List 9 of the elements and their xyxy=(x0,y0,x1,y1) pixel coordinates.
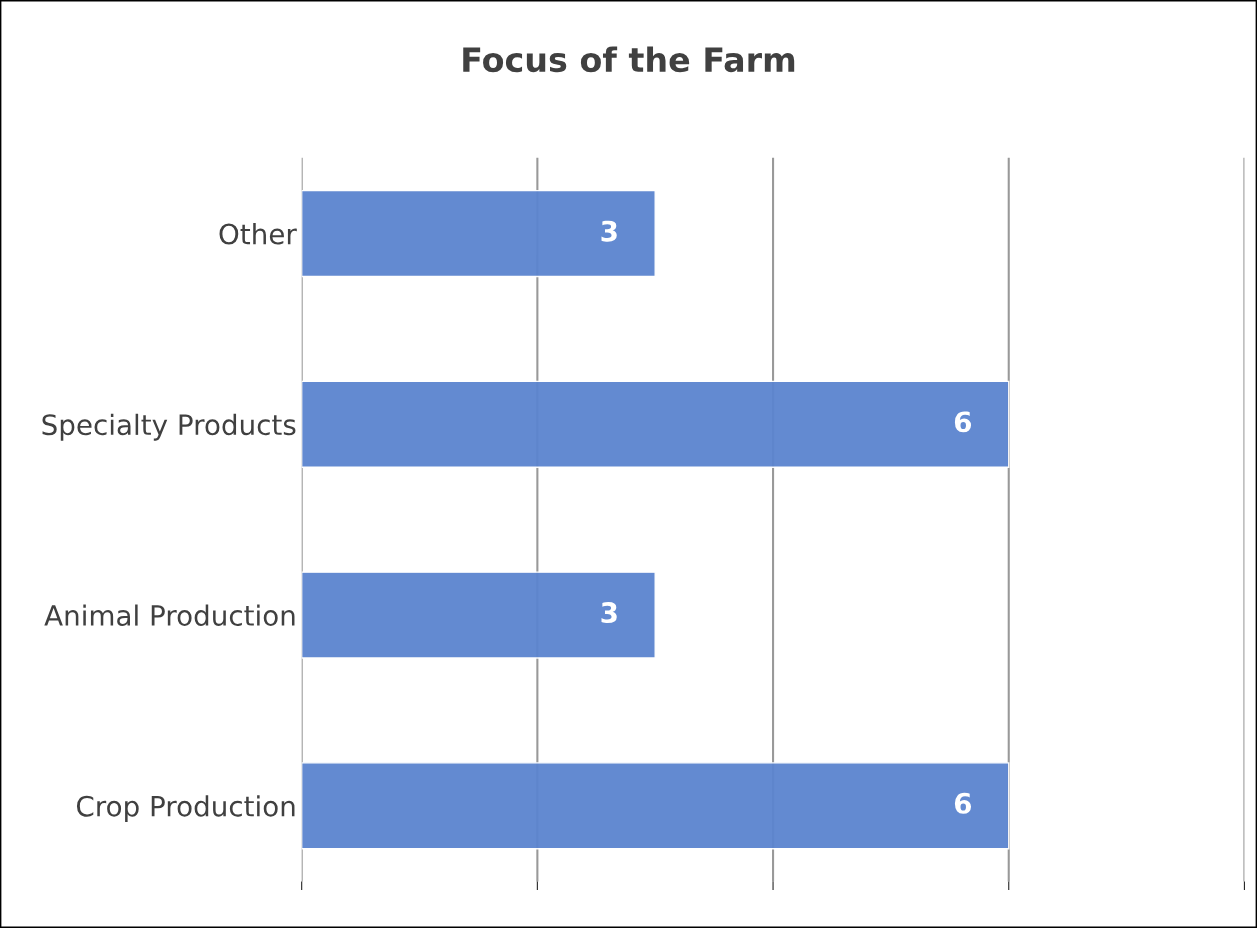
chart-title: Focus of the Farm xyxy=(463,46,795,73)
y-tick-label: Other xyxy=(219,223,297,245)
data-label: 3 xyxy=(601,220,617,242)
y-tick-label: Specialty Products xyxy=(42,413,296,441)
data-label: 6 xyxy=(954,792,972,814)
data-label: 3 xyxy=(601,602,617,624)
y-tick-label: Crop Production xyxy=(76,795,295,823)
y-tick-label: Animal Production xyxy=(44,604,295,626)
data-label: 6 xyxy=(954,411,972,433)
